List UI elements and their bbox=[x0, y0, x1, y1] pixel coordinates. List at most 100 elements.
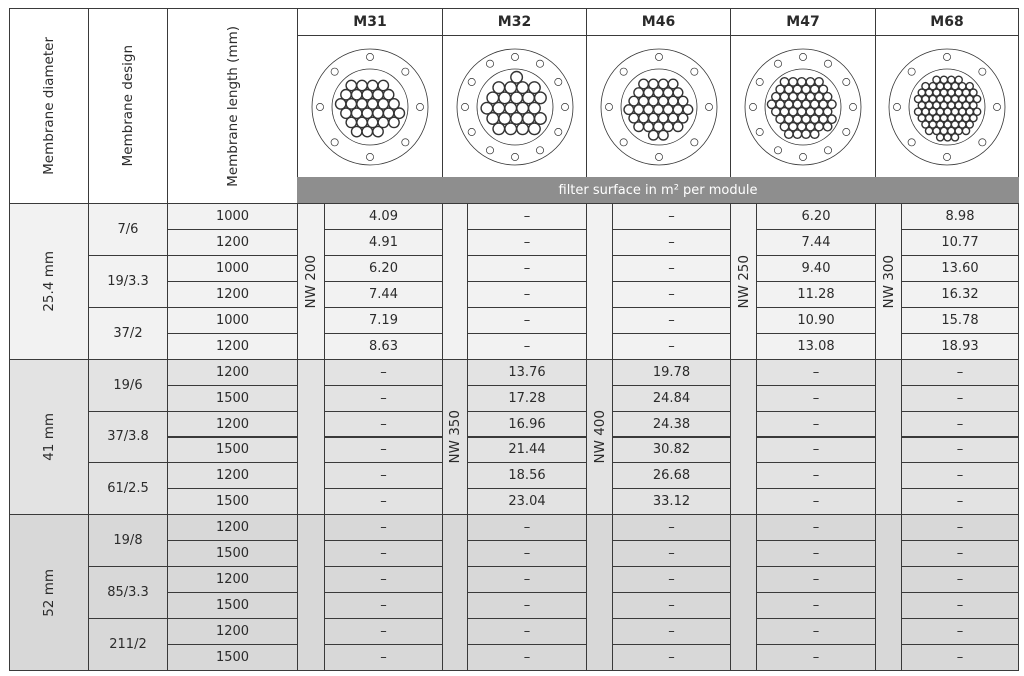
surface-value-m47: 7.44 bbox=[756, 228, 876, 256]
module-cross-section-m31 bbox=[297, 35, 443, 178]
surface-value-m46-text: – bbox=[668, 598, 675, 614]
surface-value-m32: – bbox=[467, 540, 587, 568]
surface-value-m31-text: – bbox=[380, 364, 387, 380]
length-cell: 1200 bbox=[167, 618, 298, 646]
surface-value-m46-text: 19.78 bbox=[652, 364, 691, 380]
surface-value-m31-text: 7.19 bbox=[369, 312, 398, 328]
surface-value-m31: – bbox=[324, 514, 443, 542]
surface-value-m68-text: – bbox=[956, 650, 964, 666]
surface-value-m32-text: – bbox=[523, 650, 531, 666]
surface-value-m32: – bbox=[467, 254, 587, 282]
surface-value-m31: 4.09 bbox=[324, 203, 443, 230]
surface-value-m47-text: 10.90 bbox=[797, 312, 835, 328]
surface-value-m47-text: 13.08 bbox=[797, 338, 835, 354]
surface-value-m68: – bbox=[901, 644, 1019, 671]
surface-value-m68: 8.98 bbox=[901, 203, 1019, 230]
surface-value-m32-text: 18.56 bbox=[508, 468, 546, 484]
surface-value-m31-text: – bbox=[380, 416, 387, 432]
surface-value-m47-text: – bbox=[812, 416, 820, 432]
surface-value-m32-text: – bbox=[523, 546, 531, 562]
length-cell: 1000 bbox=[167, 306, 298, 334]
surface-value-m32: – bbox=[467, 332, 587, 360]
length-cell: 1200 bbox=[167, 280, 298, 308]
length-cell-text: 1500 bbox=[215, 390, 250, 406]
surface-value-m46: 19.78 bbox=[612, 358, 731, 386]
design-cell-text: 37/2 bbox=[113, 325, 143, 341]
length-cell-text: 1200 bbox=[215, 234, 250, 250]
length-cell-text: 1200 bbox=[215, 468, 250, 484]
surface-value-m47-text: – bbox=[812, 598, 820, 614]
diameter-cell-text: 52 mm bbox=[41, 568, 57, 617]
surface-value-m47: 11.28 bbox=[756, 280, 876, 308]
length-cell-text: 1200 bbox=[215, 416, 250, 432]
surface-value-m31: 8.63 bbox=[324, 332, 443, 360]
surface-value-m32: – bbox=[467, 228, 587, 256]
design-cell: 7/6 bbox=[88, 203, 168, 256]
surface-value-m31-text: 6.20 bbox=[369, 260, 398, 276]
surface-value-m46: – bbox=[612, 203, 731, 230]
surface-value-m46: 24.84 bbox=[612, 384, 731, 412]
surface-value-m68: – bbox=[901, 436, 1019, 464]
module-diagram-icon bbox=[888, 48, 1006, 165]
surface-value-m47: – bbox=[756, 618, 876, 646]
surface-value-m32: – bbox=[467, 306, 587, 334]
surface-value-m46: 30.82 bbox=[612, 436, 731, 464]
nominal-width-m68-text: NW 300 bbox=[880, 254, 897, 309]
surface-value-m46-text: 30.82 bbox=[652, 442, 691, 458]
surface-value-m68: 18.93 bbox=[901, 332, 1019, 360]
surface-value-m47: 9.40 bbox=[756, 254, 876, 282]
surface-value-m47-text: – bbox=[812, 572, 820, 588]
surface-value-m68-text: – bbox=[956, 572, 964, 588]
module-cross-section-m32 bbox=[442, 35, 587, 178]
surface-value-m47-text: – bbox=[812, 364, 820, 380]
module-diagram-icon bbox=[744, 48, 862, 165]
length-cell-text: 1500 bbox=[215, 546, 250, 562]
surface-value-m47: – bbox=[756, 540, 876, 568]
surface-value-m68: 10.77 bbox=[901, 228, 1019, 256]
surface-value-m31-text: – bbox=[380, 520, 387, 536]
surface-value-m31: – bbox=[324, 410, 443, 438]
surface-value-m68-text: 10.77 bbox=[941, 234, 979, 250]
surface-value-m32: – bbox=[467, 514, 587, 542]
surface-value-m68: – bbox=[901, 488, 1019, 516]
length-cell: 1500 bbox=[167, 488, 298, 516]
surface-value-m68: – bbox=[901, 618, 1019, 646]
surface-value-m32-text: – bbox=[523, 234, 531, 250]
surface-value-m31-text: – bbox=[380, 468, 387, 484]
surface-value-m31: – bbox=[324, 462, 443, 490]
surface-value-m68: – bbox=[901, 410, 1019, 438]
length-cell-text: 1500 bbox=[215, 650, 250, 666]
surface-value-m47-text: – bbox=[812, 494, 820, 510]
filter-surface-bar: filter surface in m² per module bbox=[297, 177, 1019, 204]
nominal-width-strip bbox=[586, 514, 613, 671]
surface-value-m31-text: – bbox=[380, 650, 387, 666]
surface-value-m68: – bbox=[901, 540, 1019, 568]
module-cross-section-m47 bbox=[730, 35, 876, 178]
surface-value-m68-text: – bbox=[956, 520, 964, 536]
surface-value-m68-text: 16.32 bbox=[941, 286, 979, 302]
surface-value-m47: 6.20 bbox=[756, 203, 876, 230]
surface-value-m32: – bbox=[467, 203, 587, 230]
length-cell: 1500 bbox=[167, 644, 298, 671]
diameter-cell: 52 mm bbox=[9, 514, 89, 671]
surface-value-m31-text: – bbox=[380, 598, 387, 614]
surface-value-m47: – bbox=[756, 488, 876, 516]
surface-value-m32-text: – bbox=[523, 286, 531, 302]
surface-value-m46: – bbox=[612, 332, 731, 360]
surface-value-m68-text: – bbox=[956, 442, 964, 458]
surface-value-m31: – bbox=[324, 436, 443, 464]
surface-value-m68: – bbox=[901, 566, 1019, 594]
surface-value-m31: – bbox=[324, 384, 443, 412]
surface-value-m47-text: – bbox=[812, 442, 820, 458]
length-cell: 1000 bbox=[167, 203, 298, 230]
design-cell: 85/3.3 bbox=[88, 566, 168, 620]
surface-value-m31: – bbox=[324, 566, 443, 594]
surface-value-m47: 10.90 bbox=[756, 306, 876, 334]
length-cell: 1500 bbox=[167, 384, 298, 412]
design-cell-text: 61/2.5 bbox=[107, 481, 149, 497]
surface-value-m46: – bbox=[612, 566, 731, 594]
nominal-width-m47: NW 250 bbox=[730, 203, 757, 360]
surface-value-m32-text: – bbox=[523, 624, 531, 640]
surface-value-m68-text: – bbox=[956, 390, 964, 406]
surface-value-m31-text: – bbox=[380, 442, 387, 458]
